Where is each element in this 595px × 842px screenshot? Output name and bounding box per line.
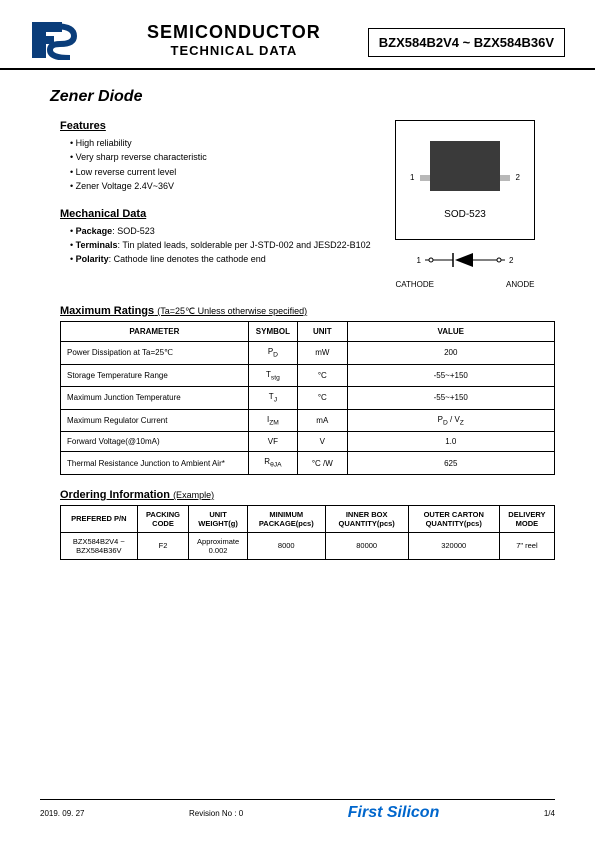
ordering-col-header: PREFERED P/N <box>61 505 138 532</box>
ordering-col-header: PACKING CODE <box>137 505 189 532</box>
value-cell: 625 <box>347 452 555 475</box>
ordering-note: (Example) <box>173 490 214 500</box>
unit-cell: V <box>298 432 347 452</box>
ordering-col-header: UNIT WEIGHT(g) <box>189 505 247 532</box>
diode-symbol-icon <box>425 250 505 270</box>
ordering-cell: Approximate 0.002 <box>189 532 247 559</box>
ordering-cell: 80000 <box>325 532 408 559</box>
ordering-col-header: OUTER CARTON QUANTITY(pcs) <box>408 505 499 532</box>
ordering-cell: F2 <box>137 532 189 559</box>
footer-company: First Silicon <box>348 804 440 822</box>
symbol-cell: VF <box>248 432 297 452</box>
table-row: Power Dissipation at Ta=25℃PDmW200 <box>61 342 555 365</box>
unit-cell: mA <box>298 409 347 432</box>
mechanical-heading: Mechanical Data <box>60 208 375 220</box>
footer-revision: Revision No : 0 <box>189 809 243 818</box>
mechanical-list: Package: SOD-523Terminals: Tin plated le… <box>60 224 375 267</box>
product-title: Zener Diode <box>50 88 555 106</box>
feature-item: High reliability <box>70 136 375 150</box>
feature-item: Very sharp reverse characteristic <box>70 150 375 164</box>
mechanical-item: Polarity: Cathode line denotes the catho… <box>70 252 375 266</box>
param-cell: Storage Temperature Range <box>61 364 249 387</box>
terminal-labels: CATHODE ANODE <box>375 280 555 289</box>
unit-cell: °C /W <box>298 452 347 475</box>
value-cell: PD / VZ <box>347 409 555 432</box>
symbol-cell: PD <box>248 342 297 365</box>
value-cell: -55~+150 <box>347 387 555 410</box>
ratings-col-header: SYMBOL <box>248 322 297 342</box>
param-cell: Power Dissipation at Ta=25℃ <box>61 342 249 365</box>
footer-page: 1/4 <box>544 809 555 818</box>
symbol-cell: RθJA <box>248 452 297 475</box>
cathode-label: CATHODE <box>396 280 435 289</box>
symbol-cell: TJ <box>248 387 297 410</box>
company-logo <box>30 20 80 60</box>
symbol-cell: IZM <box>248 409 297 432</box>
ordering-heading: Ordering Information (Example) <box>60 489 555 501</box>
unit-cell: °C <box>298 364 347 387</box>
max-ratings-table: PARAMETERSYMBOLUNITVALUEPower Dissipatio… <box>60 321 555 475</box>
unit-cell: °C <box>298 387 347 410</box>
ordering-cell: 8000 <box>247 532 325 559</box>
header-title-sub: TECHNICAL DATA <box>100 43 368 58</box>
table-row: Storage Temperature RangeTstg°C-55~+150 <box>61 364 555 387</box>
right-column: 1 2 SOD-523 1 2 CATHODE <box>375 120 555 289</box>
table-row: Maximum Regulator CurrentIZMmAPD / VZ <box>61 409 555 432</box>
feature-item: Low reverse current level <box>70 165 375 179</box>
footer-date: 2019. 09. 27 <box>40 809 84 818</box>
pin2-label: 2 <box>516 173 520 182</box>
ordering-col-header: DELIVERY MODE <box>499 505 554 532</box>
sym-pin2: 2 <box>509 256 513 265</box>
unit-cell: mW <box>298 342 347 365</box>
page-footer: 2019. 09. 27 Revision No : 0 First Silic… <box>40 799 555 822</box>
max-ratings-heading: Maximum Ratings (Ta=25℃ Unless otherwise… <box>60 305 555 317</box>
ratings-col-header: UNIT <box>298 322 347 342</box>
chip-drawing <box>430 141 500 191</box>
content-area: Zener Diode Features High reliabilityVer… <box>0 70 595 560</box>
ordering-text: Ordering Information <box>60 489 170 501</box>
ordering-cell: BZX584B2V4 ~ BZX584B36V <box>61 532 138 559</box>
sym-pin1: 1 <box>417 256 421 265</box>
param-cell: Maximum Junction Temperature <box>61 387 249 410</box>
features-heading: Features <box>60 120 375 132</box>
diode-symbol-row: 1 2 <box>375 250 555 270</box>
value-cell: 1.0 <box>347 432 555 452</box>
ratings-col-header: VALUE <box>347 322 555 342</box>
max-ratings-condition: (Ta=25℃ Unless otherwise specified) <box>157 306 307 316</box>
param-cell: Maximum Regulator Current <box>61 409 249 432</box>
anode-label: ANODE <box>506 280 534 289</box>
ordering-table: PREFERED P/NPACKING CODEUNIT WEIGHT(g)MI… <box>60 505 555 560</box>
header-titles: SEMICONDUCTOR TECHNICAL DATA <box>100 20 368 58</box>
table-row: BZX584B2V4 ~ BZX584B36VF2Approximate 0.0… <box>61 532 555 559</box>
features-list: High reliabilityVery sharp reverse chara… <box>60 136 375 194</box>
ordering-col-header: INNER BOX QUANTITY(pcs) <box>325 505 408 532</box>
part-number-box: BZX584B2V4 ~ BZX584B36V <box>368 28 565 57</box>
value-cell: 200 <box>347 342 555 365</box>
pin1-label: 1 <box>410 173 414 182</box>
param-cell: Thermal Resistance Junction to Ambient A… <box>61 452 249 475</box>
left-column: Features High reliabilityVery sharp reve… <box>60 120 375 289</box>
package-outline-box: 1 2 SOD-523 <box>395 120 535 240</box>
ordering-cell: 320000 <box>408 532 499 559</box>
ordering-cell: 7" reel <box>499 532 554 559</box>
max-ratings-text: Maximum Ratings <box>60 305 154 317</box>
mechanical-item: Package: SOD-523 <box>70 224 375 238</box>
header-title-main: SEMICONDUCTOR <box>100 22 368 43</box>
value-cell: -55~+150 <box>347 364 555 387</box>
ordering-col-header: MINIMUM PACKAGE(pcs) <box>247 505 325 532</box>
table-row: Forward Voltage(@10mA)VFV1.0 <box>61 432 555 452</box>
symbol-cell: Tstg <box>248 364 297 387</box>
table-row: Maximum Junction TemperatureTJ°C-55~+150 <box>61 387 555 410</box>
feature-item: Zener Voltage 2.4V~36V <box>70 179 375 193</box>
package-name: SOD-523 <box>444 209 486 220</box>
page-header: SEMICONDUCTOR TECHNICAL DATA BZX584B2V4 … <box>0 0 595 70</box>
mechanical-item: Terminals: Tin plated leads, solderable … <box>70 238 375 252</box>
two-column-layout: Features High reliabilityVery sharp reve… <box>60 120 555 289</box>
param-cell: Forward Voltage(@10mA) <box>61 432 249 452</box>
table-row: Thermal Resistance Junction to Ambient A… <box>61 452 555 475</box>
ratings-col-header: PARAMETER <box>61 322 249 342</box>
